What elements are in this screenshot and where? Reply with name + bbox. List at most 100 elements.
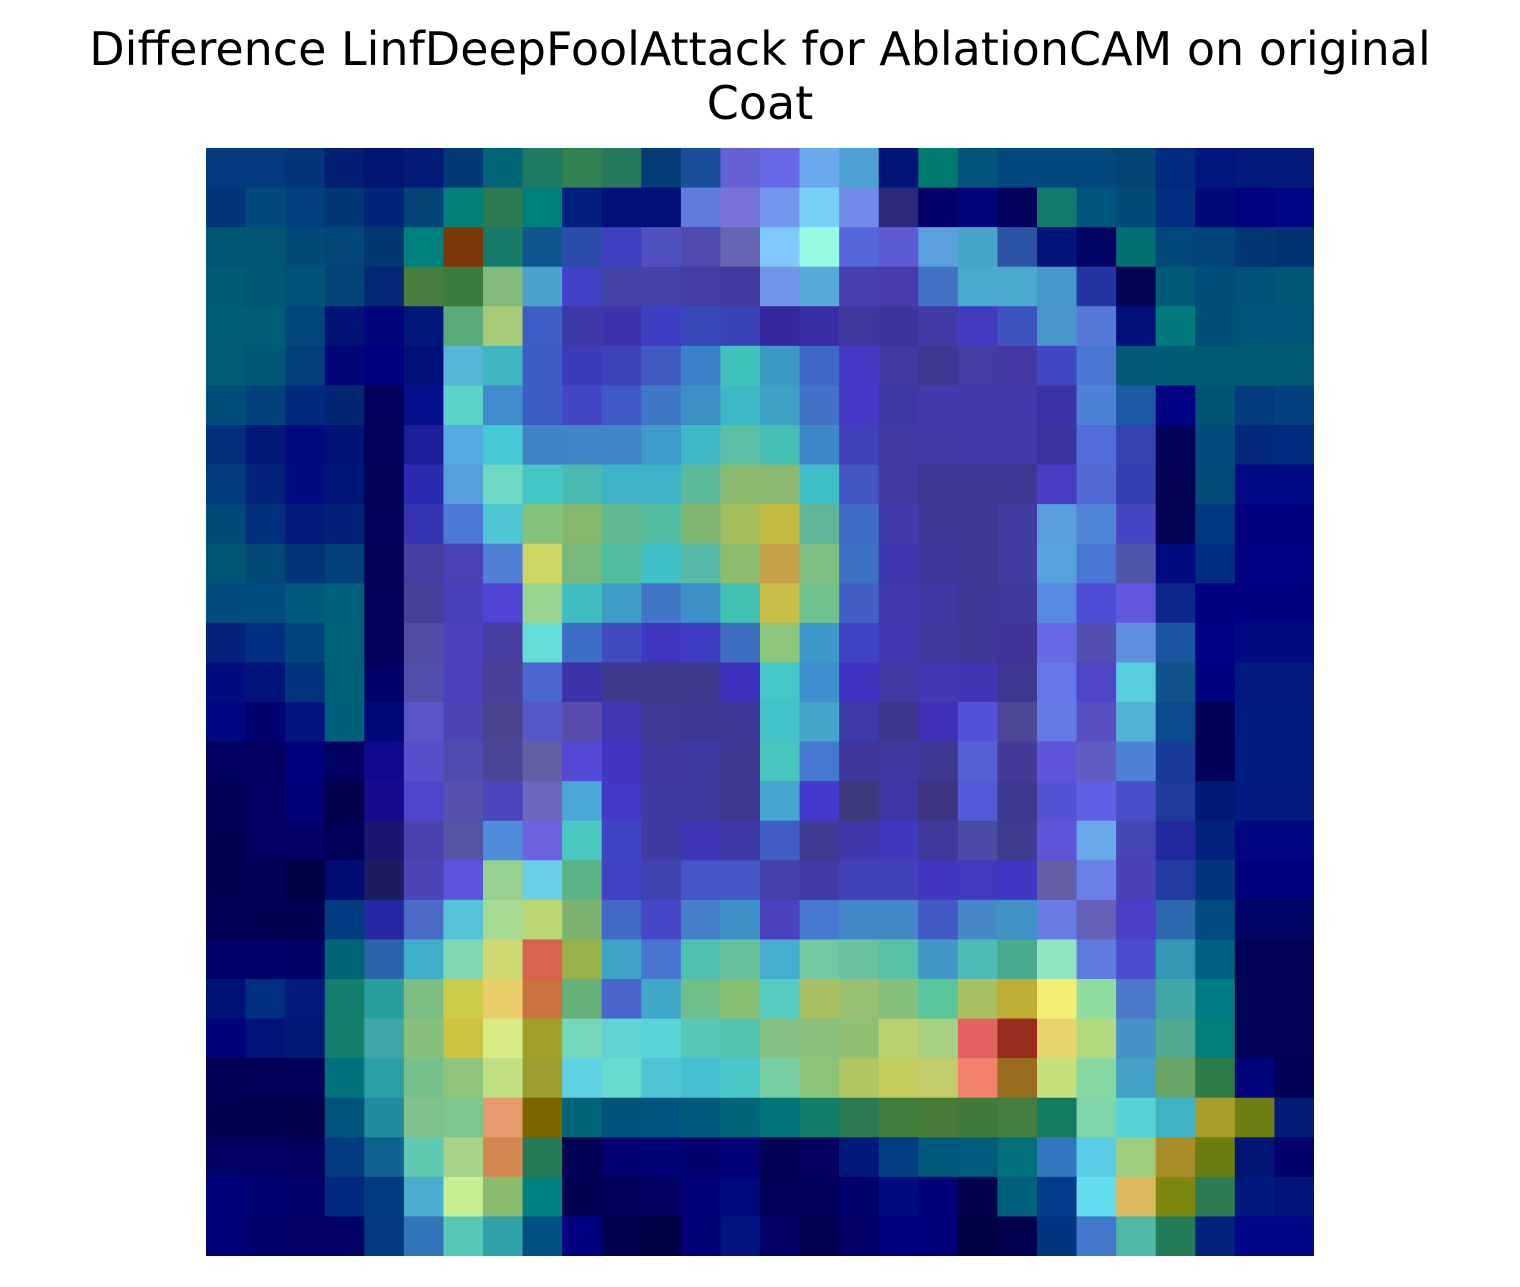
heatmap-cell (443, 741, 484, 782)
heatmap-cell (839, 583, 880, 624)
heatmap-cell (997, 504, 1038, 545)
heatmap-cell (206, 622, 247, 664)
heatmap-cell (680, 464, 722, 505)
heatmap-cell (1155, 504, 1196, 545)
heatmap-cell (680, 899, 722, 941)
heatmap-cell (878, 781, 919, 822)
heatmap-cell (1195, 1097, 1236, 1138)
heatmap-cell (403, 1137, 445, 1178)
heatmap-cell (483, 464, 524, 505)
heatmap-cell (1116, 1137, 1157, 1178)
heatmap-cell (443, 979, 484, 1020)
heatmap-cell (483, 345, 524, 387)
heatmap-cell (878, 979, 919, 1020)
heatmap-cell (403, 820, 445, 861)
heatmap-cell (403, 504, 445, 545)
heatmap-cell (1234, 583, 1276, 624)
heatmap-cell (760, 1058, 801, 1099)
heatmap-cell (1037, 583, 1078, 624)
heatmap-cell (364, 464, 405, 505)
heatmap-cell (483, 543, 524, 584)
heatmap-cell (1195, 345, 1236, 387)
heatmap-cell (839, 187, 880, 228)
heatmap-cell (878, 820, 919, 861)
heatmap-cell (641, 583, 682, 624)
heatmap-cell (918, 464, 959, 505)
heatmap-cell (760, 702, 801, 743)
heatmap-cell (957, 385, 999, 426)
heatmap-cell (997, 1137, 1038, 1178)
heatmap-cell (601, 148, 642, 189)
heatmap-cell (364, 504, 405, 545)
heatmap-cell (403, 148, 445, 189)
heatmap-cell (601, 504, 642, 545)
heatmap-cell (720, 464, 761, 505)
heatmap-cell (562, 306, 603, 347)
heatmap-cell (680, 1176, 722, 1218)
heatmap-cell (1195, 543, 1236, 584)
heatmap-cell (522, 464, 563, 505)
heatmap-cell (245, 1058, 286, 1099)
heatmap-cell (285, 543, 326, 584)
heatmap-cell (483, 266, 524, 307)
heatmap-cell (1116, 741, 1157, 782)
heatmap-cell (483, 227, 524, 268)
heatmap-cell (285, 504, 326, 545)
heatmap-cell (443, 1058, 484, 1099)
heatmap-cell (1195, 306, 1236, 347)
heatmap-cell (839, 1018, 880, 1059)
heatmap-cell (680, 385, 722, 426)
heatmap-cell (1076, 662, 1117, 703)
heatmap-cell (483, 662, 524, 703)
heatmap-cell (878, 464, 919, 505)
heatmap-cell (443, 543, 484, 584)
heatmap-cell (799, 1216, 840, 1256)
heatmap-cell (1234, 1216, 1276, 1256)
heatmap-cell (680, 1058, 722, 1099)
heatmap-cell (680, 187, 722, 228)
heatmap-cell (1155, 227, 1196, 268)
heatmap-cell (206, 979, 247, 1020)
heatmap-cell (522, 385, 563, 426)
heatmap-cell (760, 939, 801, 980)
heatmap-cell (1116, 702, 1157, 743)
heatmap-cell (443, 227, 484, 268)
heatmap-cell (206, 662, 247, 703)
heatmap-cell (483, 583, 524, 624)
heatmap-cell (878, 504, 919, 545)
heatmap-cell (601, 187, 642, 228)
heatmap-cell (562, 860, 603, 901)
heatmap-cell (601, 306, 642, 347)
heatmap-cell (285, 939, 326, 980)
heatmap-cell (878, 1137, 919, 1178)
heatmap-cell (839, 781, 880, 822)
heatmap-cell (1037, 1216, 1078, 1256)
heatmap-cell (601, 385, 642, 426)
heatmap-cell (1234, 148, 1276, 189)
heatmap-cell (364, 187, 405, 228)
heatmap-cell (403, 227, 445, 268)
heatmap-cell (641, 1018, 682, 1059)
heatmap-cell (1234, 979, 1276, 1020)
heatmap-cell (997, 899, 1038, 941)
heatmap-cell (720, 504, 761, 545)
heatmap-cell (1076, 1176, 1117, 1218)
heatmap-cell (285, 1058, 326, 1099)
heatmap-cell (1037, 899, 1078, 941)
heatmap-cell (324, 345, 365, 387)
heatmap-cell (206, 741, 247, 782)
heatmap-cell (206, 187, 247, 228)
heatmap-cell (364, 820, 405, 861)
heatmap-cell (403, 1176, 445, 1218)
heatmap-cell (799, 939, 840, 980)
heatmap-cell (1116, 385, 1157, 426)
heatmap-cell (1274, 781, 1314, 822)
heatmap-cell (918, 227, 959, 268)
heatmap-cell (997, 979, 1038, 1020)
heatmap-cell (918, 702, 959, 743)
heatmap-cell (1076, 1018, 1117, 1059)
heatmap-cell (1234, 781, 1276, 822)
heatmap-cell (641, 425, 682, 466)
heatmap-cell (562, 622, 603, 664)
heatmap-cell (918, 543, 959, 584)
